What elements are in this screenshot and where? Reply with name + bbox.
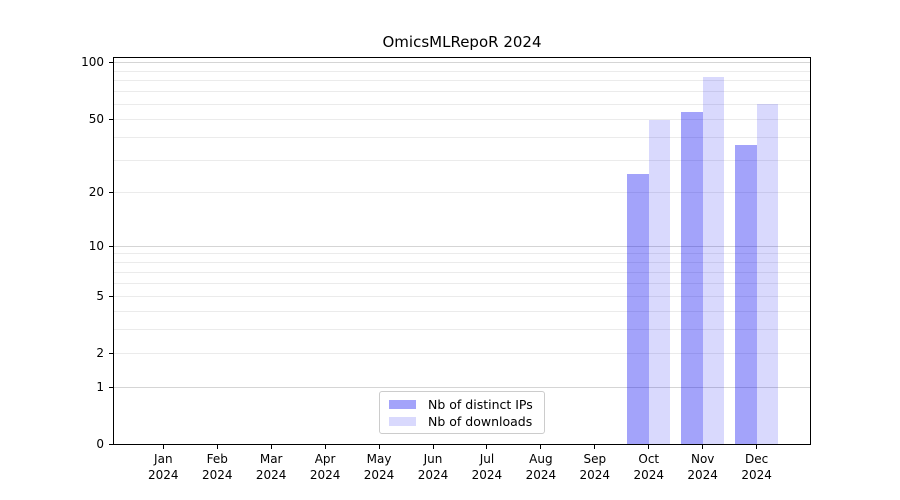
x-tick-year: 2024 [309, 468, 341, 482]
x-tick-year: 2024 [148, 468, 179, 482]
x-tick-year: 2024 [525, 468, 557, 482]
gridline-minor [114, 192, 810, 194]
legend-item: Nb of distinct IPs [389, 396, 544, 413]
x-tick-mark [648, 445, 650, 449]
gridline-minor [114, 91, 810, 93]
bar-dec-downloads [756, 103, 779, 444]
x-tick-year: 2024 [741, 468, 772, 482]
gridline-minor [114, 310, 810, 312]
gridline-minor [114, 329, 810, 331]
x-tick-year: 2024 [579, 468, 611, 482]
x-tick-mark [702, 445, 704, 449]
x-tick-year: 2024 [255, 468, 287, 482]
x-tick-label: Aug 2024 [512, 451, 570, 483]
gridline-minor [114, 262, 810, 264]
bar-oct-downloads [648, 120, 671, 444]
x-tick-mark [432, 445, 434, 449]
bar-dec-distinct-ips [735, 145, 757, 444]
y-tick-mark [109, 353, 113, 355]
legend-swatch [389, 400, 416, 409]
x-tick-label: Feb 2024 [188, 451, 246, 483]
x-tick-label: May 2024 [350, 451, 408, 483]
gridline-minor [114, 353, 810, 355]
gridline-minor [114, 295, 810, 297]
y-tick-label: 50 [88, 111, 104, 126]
bar-nov-distinct-ips [681, 112, 703, 444]
x-tick-mark [216, 445, 218, 449]
gridline-minor [114, 70, 810, 72]
legend-label: Nb of downloads [428, 414, 533, 429]
x-tick-year: 2024 [633, 468, 665, 482]
bar-oct-distinct-ips [627, 174, 649, 444]
y-tick-mark [109, 118, 113, 120]
y-tick-label: 100 [81, 55, 104, 70]
y-tick-label: 10 [88, 238, 104, 253]
x-tick-year: 2024 [363, 468, 395, 482]
x-tick-label: Mar 2024 [242, 451, 300, 483]
x-tick-mark [324, 445, 326, 449]
x-tick-label: Jul 2024 [458, 451, 516, 483]
y-tick-label: 2 [96, 346, 104, 361]
x-tick-mark [270, 445, 272, 449]
x-tick-year: 2024 [201, 468, 233, 482]
y-tick-mark [109, 295, 113, 297]
chart-title: OmicsMLRepoR 2024 [382, 33, 542, 51]
y-tick-label: 1 [96, 379, 104, 394]
gridline-minor [114, 159, 810, 161]
x-tick-label: Nov 2024 [674, 451, 732, 483]
y-tick-mark [109, 245, 113, 247]
x-tick-label: Apr 2024 [296, 451, 354, 483]
y-tick-mark [109, 62, 113, 64]
gridline-minor [114, 282, 810, 284]
x-tick-label: Jan 2024 [134, 451, 192, 483]
gridline-major [114, 62, 810, 64]
legend-swatch [389, 417, 416, 426]
bar-nov-downloads [702, 77, 725, 444]
gridline-major [114, 386, 810, 388]
gridline-minor [114, 103, 810, 105]
gridline-minor [114, 80, 810, 82]
y-tick-mark [109, 386, 113, 388]
y-tick-label: 5 [96, 288, 104, 303]
x-tick-mark [540, 445, 542, 449]
gridline-minor [114, 118, 810, 120]
x-tick-mark [756, 445, 758, 449]
legend: Nb of distinct IPs Nb of downloads [379, 391, 545, 434]
y-tick-mark [109, 444, 113, 445]
gridline-major [114, 245, 810, 247]
x-tick-label: Jun 2024 [404, 451, 462, 483]
x-tick-label: Dec 2024 [728, 451, 786, 483]
x-tick-mark [378, 445, 380, 449]
x-tick-mark [594, 445, 596, 449]
x-tick-year: 2024 [417, 468, 449, 482]
gridline-minor [114, 136, 810, 138]
legend-label: Nb of distinct IPs [428, 397, 533, 412]
gridline-minor [114, 271, 810, 273]
x-tick-mark [162, 445, 164, 449]
y-tick-mark [109, 192, 113, 194]
x-tick-mark [486, 445, 488, 449]
x-tick-year: 2024 [471, 468, 503, 482]
y-tick-label: 20 [88, 185, 104, 200]
x-tick-label: Sep 2024 [566, 451, 624, 483]
legend-item: Nb of downloads [389, 413, 544, 430]
y-tick-label: 0 [96, 437, 104, 451]
gridline-minor [114, 253, 810, 255]
x-tick-year: 2024 [687, 468, 718, 482]
x-tick-label: Oct 2024 [620, 451, 678, 483]
